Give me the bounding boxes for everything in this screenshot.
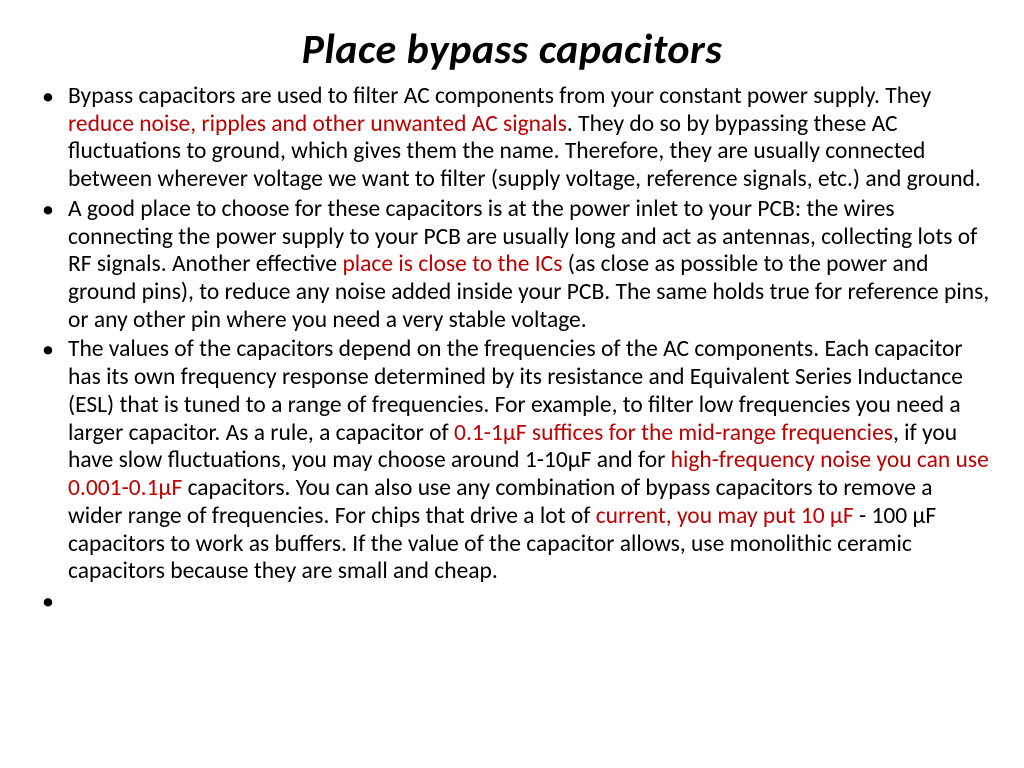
bullet-item: A good place to choose for these capacit… [34, 196, 990, 335]
slide-title: Place bypass capacitors [34, 24, 990, 75]
text-run: place is close to the ICs [342, 250, 562, 278]
text-run: Bypass capacitors are used to filter AC … [68, 82, 931, 110]
bullet-list: Bypass capacitors are used to filter AC … [34, 83, 990, 616]
text-run: reduce noise, ripples and other unwanted… [68, 110, 567, 138]
bullet-item [34, 588, 990, 616]
text-run: 0.1-1µF suffices for the mid-range frequ… [454, 419, 893, 447]
bullet-item: The values of the capacitors depend on t… [34, 336, 990, 585]
bullet-item: Bypass capacitors are used to filter AC … [34, 83, 990, 194]
text-run: current, you may put 10 µF [596, 502, 854, 530]
